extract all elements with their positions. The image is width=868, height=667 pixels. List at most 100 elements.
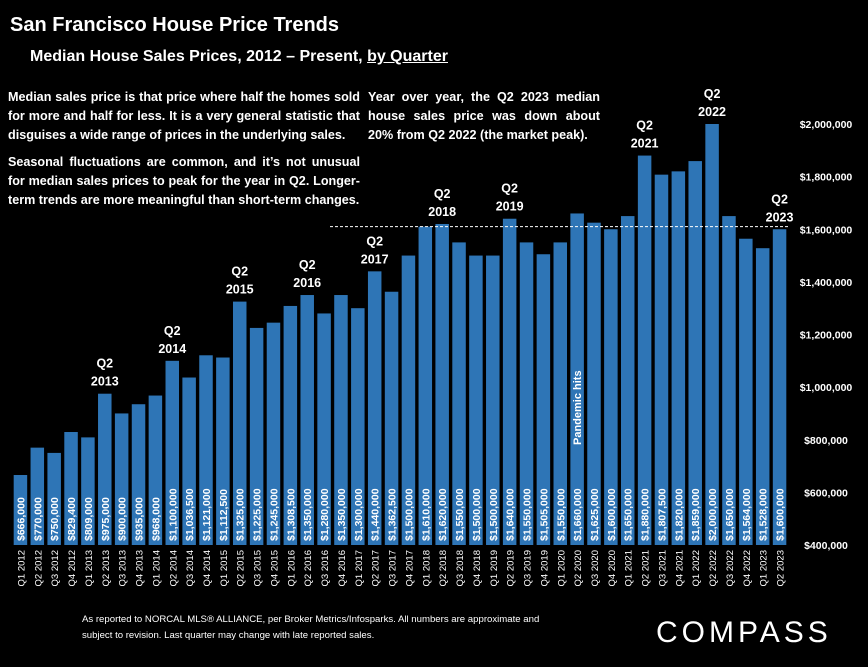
bar bbox=[654, 174, 669, 546]
bar-value-label: $1,660,000 bbox=[572, 488, 584, 541]
bar-value-label: $1,610,000 bbox=[420, 488, 432, 541]
y-tick-label: $1,600,000 bbox=[800, 224, 853, 236]
category-label: Q2 2013 bbox=[101, 550, 112, 586]
category-label: Q2 2019 bbox=[506, 550, 517, 586]
category-label: Q3 2021 bbox=[657, 550, 668, 586]
callout-year: 2023 bbox=[766, 210, 794, 224]
category-label: Q2 2021 bbox=[641, 550, 652, 586]
bar bbox=[232, 301, 247, 545]
bar-value-label: $1,620,000 bbox=[437, 488, 449, 541]
bar bbox=[384, 291, 399, 545]
category-label: Q4 2015 bbox=[269, 550, 280, 586]
callout-quarter: Q2 bbox=[164, 324, 181, 338]
bar-value-label: $1,500,000 bbox=[471, 488, 483, 541]
y-tick-label: $600,000 bbox=[804, 487, 848, 499]
category-label: Q3 2019 bbox=[523, 550, 534, 586]
bar bbox=[604, 229, 618, 545]
category-label: Q1 2022 bbox=[691, 550, 702, 586]
category-label: Q1 2018 bbox=[421, 550, 432, 586]
bar bbox=[452, 242, 466, 545]
callout-quarter: Q2 bbox=[366, 234, 383, 248]
bar-value-label: $1,112,500 bbox=[218, 489, 230, 541]
callout-quarter: Q2 bbox=[636, 119, 653, 133]
bar-value-label: $1,650,000 bbox=[724, 488, 736, 541]
category-label: Q2 2018 bbox=[438, 550, 449, 586]
bar bbox=[216, 357, 230, 545]
category-label: Q3 2016 bbox=[320, 550, 331, 586]
callout-quarter: Q2 bbox=[434, 187, 451, 201]
callout-year: 2021 bbox=[631, 137, 659, 151]
bar bbox=[435, 223, 449, 546]
bar bbox=[98, 393, 112, 545]
source-footnote: As reported to NORCAL MLS® ALLIANCE, per… bbox=[82, 614, 540, 641]
category-label: Q4 2019 bbox=[539, 550, 550, 586]
category-label: Q4 2017 bbox=[404, 550, 415, 586]
bar bbox=[755, 248, 770, 545]
category-label: Q1 2016 bbox=[286, 550, 297, 586]
category-label: Q3 2015 bbox=[253, 550, 264, 586]
bar bbox=[30, 447, 45, 545]
category-label: Q1 2021 bbox=[624, 550, 635, 586]
category-label: Q1 2023 bbox=[759, 550, 770, 586]
bar-value-label: $1,350,000 bbox=[302, 488, 314, 541]
bar bbox=[502, 218, 517, 545]
bar bbox=[165, 360, 180, 545]
bar-value-label: $809,000 bbox=[83, 497, 95, 541]
bar bbox=[553, 242, 568, 545]
callout-quarter: Q2 bbox=[771, 192, 788, 206]
bar bbox=[637, 155, 652, 545]
callout-year: 2013 bbox=[91, 375, 119, 389]
callout-year: 2022 bbox=[698, 105, 726, 119]
category-label: Q1 2012 bbox=[16, 550, 27, 586]
bar bbox=[114, 413, 129, 545]
category-label: Q2 2023 bbox=[776, 550, 787, 586]
bar-value-label: $829,400 bbox=[66, 497, 78, 541]
chart-title: San Francisco House Price Trends bbox=[10, 14, 340, 36]
bar bbox=[486, 255, 500, 545]
category-label: Q4 2013 bbox=[135, 550, 146, 586]
y-tick-label: $1,200,000 bbox=[800, 330, 853, 342]
callout-quarter: Q2 bbox=[704, 87, 721, 101]
bar bbox=[317, 313, 331, 545]
bar-value-label: $1,440,000 bbox=[370, 488, 382, 541]
bar-value-label: $975,000 bbox=[100, 497, 112, 541]
callout-quarter: Q2 bbox=[96, 357, 113, 371]
category-label: Q4 2014 bbox=[202, 550, 213, 586]
bar-value-label: $1,650,000 bbox=[623, 488, 635, 541]
bar-value-label: $1,807,500 bbox=[656, 488, 668, 541]
callout-quarter: Q2 bbox=[231, 265, 248, 279]
y-tick-label: $1,800,000 bbox=[800, 172, 853, 184]
bar bbox=[334, 295, 348, 545]
category-label: Q4 2022 bbox=[742, 550, 753, 586]
bar-value-label: $750,000 bbox=[49, 497, 61, 541]
bar-value-label: $1,550,000 bbox=[522, 488, 534, 541]
note-paragraph-median: Median sales price is that price where h… bbox=[8, 90, 360, 142]
bar-value-label: $1,225,000 bbox=[252, 488, 264, 541]
yoy-note: Year over year, the Q2 2023 median house… bbox=[368, 90, 600, 142]
category-label: Q2 2014 bbox=[168, 550, 179, 586]
category-label: Q2 2012 bbox=[33, 550, 44, 586]
bar-value-label: $1,362,500 bbox=[387, 488, 399, 541]
category-label: Q2 2016 bbox=[303, 550, 314, 586]
bar bbox=[705, 124, 719, 545]
category-label: Q4 2021 bbox=[674, 550, 685, 586]
bar-value-label: $1,820,000 bbox=[673, 488, 685, 541]
bar-value-label: $1,550,000 bbox=[555, 488, 567, 541]
bar-value-label: $1,280,000 bbox=[319, 488, 331, 541]
y-tick-label: $400,000 bbox=[804, 540, 848, 552]
bar bbox=[587, 222, 601, 545]
bar-value-label: $1,245,000 bbox=[268, 488, 280, 541]
bar bbox=[688, 161, 702, 545]
compass-logo: COMPASS bbox=[656, 616, 832, 649]
callout-year: 2015 bbox=[226, 283, 254, 297]
category-label: Q3 2012 bbox=[50, 550, 61, 586]
y-tick-label: $2,000,000 bbox=[800, 119, 853, 131]
bar-value-label: $968,000 bbox=[150, 497, 162, 541]
bar bbox=[469, 255, 483, 545]
explanation-note: Median sales price is that price where h… bbox=[8, 88, 360, 218]
callout-year: 2018 bbox=[428, 205, 456, 219]
category-label: Q3 2013 bbox=[118, 550, 129, 586]
bar bbox=[367, 271, 382, 545]
bar bbox=[64, 432, 78, 545]
